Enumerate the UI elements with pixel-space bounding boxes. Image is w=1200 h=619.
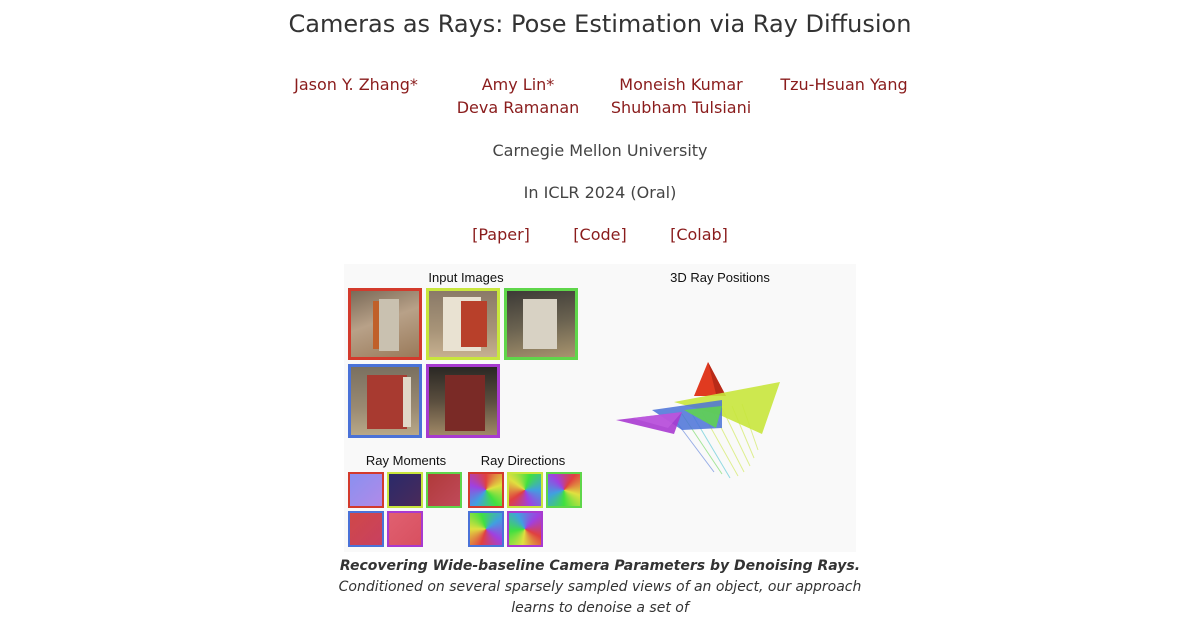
ray-direction-4 [468, 511, 504, 547]
ray-moment-5 [387, 511, 423, 547]
ray-direction-1 [468, 472, 504, 508]
author-link-amy-lin[interactable]: Amy Lin* [481, 75, 555, 94]
input-images-label: Input Images [428, 270, 504, 285]
author-link-tzu-hsuan-yang[interactable]: Tzu-Hsuan Yang [780, 75, 908, 94]
author-link-jason-zhang[interactable]: Jason Y. Zhang* [294, 75, 418, 94]
code-link[interactable]: [Code] [573, 225, 627, 244]
ray-moments-label: Ray Moments [365, 453, 447, 468]
input-image-5 [426, 364, 500, 438]
input-image-3 [504, 288, 578, 360]
author-link-moneish-kumar[interactable]: Moneish Kumar [619, 75, 743, 94]
ray-direction-3 [546, 472, 582, 508]
ray-moment-4 [348, 511, 384, 547]
affiliation: Carnegie Mellon University [492, 141, 708, 160]
ray-moment-3 [426, 472, 462, 508]
author-link-deva-ramanan[interactable]: Deva Ramanan [456, 98, 580, 117]
figure-caption: Recovering Wide-baseline Camera Paramete… [330, 556, 870, 619]
caption-body: Conditioned on several sparsely sampled … [338, 579, 862, 616]
author-link-shubham-tulsiani[interactable]: Shubham Tulsiani [610, 98, 752, 117]
paper-link[interactable]: [Paper] [472, 225, 530, 244]
colab-link[interactable]: [Colab] [670, 225, 728, 244]
ray-positions-label: 3D Ray Positions [670, 270, 770, 285]
input-image-4 [348, 364, 422, 438]
input-image-1 [348, 288, 422, 360]
ray-moment-2 [387, 472, 423, 508]
ray-positions-plot [616, 362, 780, 479]
ray-moment-1 [348, 472, 384, 508]
ray-direction-5 [507, 511, 543, 547]
caption-title: Recovering Wide-baseline Camera Paramete… [339, 558, 861, 574]
teaser-figure: Input Images 3D Ray Positions Ray Moment… [344, 264, 856, 552]
ray-directions-label: Ray Directions [480, 453, 566, 468]
input-image-2 [426, 288, 500, 360]
page-title: Cameras as Rays: Pose Estimation via Ray… [288, 10, 912, 38]
venue: In ICLR 2024 (Oral) [523, 183, 677, 202]
ray-direction-2 [507, 472, 543, 508]
